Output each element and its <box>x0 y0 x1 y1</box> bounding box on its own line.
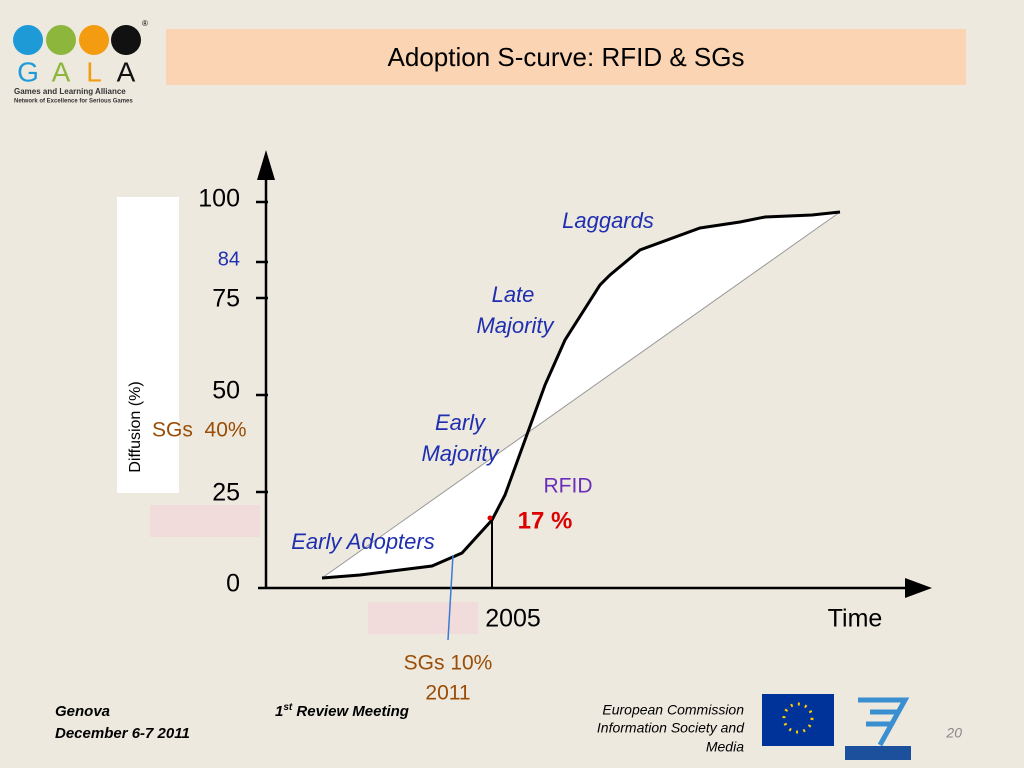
phase-label: Early <box>435 410 487 435</box>
footer-meeting: 1st Review Meeting <box>275 702 409 720</box>
y-tick-label: 25 <box>212 479 240 507</box>
arrow <box>905 578 932 598</box>
y-tick-label: 50 <box>212 377 240 405</box>
y-label: Diffusion (%) <box>127 381 144 472</box>
page-number: 20 <box>945 725 962 741</box>
rfid-label: RFID <box>544 475 593 498</box>
eu-stars <box>782 702 814 734</box>
rfid-value: 17 % <box>518 507 573 534</box>
fp7-logo <box>858 697 910 747</box>
meeting-number: 1 <box>275 703 283 720</box>
logo-letter: G <box>17 56 39 87</box>
logo-letter: A <box>52 56 71 87</box>
label-box <box>117 197 179 493</box>
phase-label: Early Adopters <box>291 529 434 554</box>
axes <box>256 170 910 590</box>
rfid-dot <box>487 515 493 521</box>
meeting-text: Review Meeting <box>292 703 409 720</box>
phase-label: Late <box>492 282 535 307</box>
y-tick-label: 84 <box>218 248 240 270</box>
highlight <box>368 602 478 634</box>
footer-date: December 6-7 2011 <box>55 725 190 742</box>
logo-circle <box>111 25 141 55</box>
sgs-label: SGs 40% <box>152 419 247 442</box>
footer-org: Information Society and <box>597 720 745 736</box>
title: Adoption S-curve: RFID & SGs <box>388 42 745 72</box>
sgs-label: 2011 <box>425 682 470 705</box>
footer-org: Media <box>706 739 744 755</box>
footer-place: Genova <box>55 703 110 720</box>
logo-circle <box>13 25 43 55</box>
logo-line: Games and Learning Alliance <box>14 87 126 96</box>
meeting-suffix: st <box>283 702 293 713</box>
title-bar <box>166 29 966 85</box>
y-tick-label: 0 <box>226 570 240 598</box>
gala-logo: ® G A L A Games and Learning Alliance Ne… <box>13 19 148 105</box>
pointer <box>447 554 454 641</box>
fp7-band <box>845 746 911 760</box>
x-tick-label: 2005 <box>485 605 541 633</box>
logo-line: Network of Excellence for Serious Games <box>14 99 133 105</box>
logo-letter: A <box>117 56 136 87</box>
logo-registered: ® <box>142 19 148 28</box>
y-tick-label: 75 <box>212 285 240 313</box>
s-curve <box>321 210 841 580</box>
sgs-label: SGs 10% <box>404 652 493 675</box>
phase-label: Majority <box>421 441 500 466</box>
phase-label: Majority <box>476 313 555 338</box>
diagonal <box>321 211 841 579</box>
phase-label: Laggards <box>562 208 654 233</box>
y-tick-label: 100 <box>198 185 240 213</box>
logo-circle <box>79 25 109 55</box>
highlight <box>150 505 260 537</box>
eu-flag <box>762 694 834 746</box>
logo-letter: L <box>86 56 102 87</box>
footer-org: European Commission <box>602 702 744 718</box>
logo-circle <box>46 25 76 55</box>
x-label: Time <box>828 605 883 633</box>
arrow <box>257 150 275 180</box>
